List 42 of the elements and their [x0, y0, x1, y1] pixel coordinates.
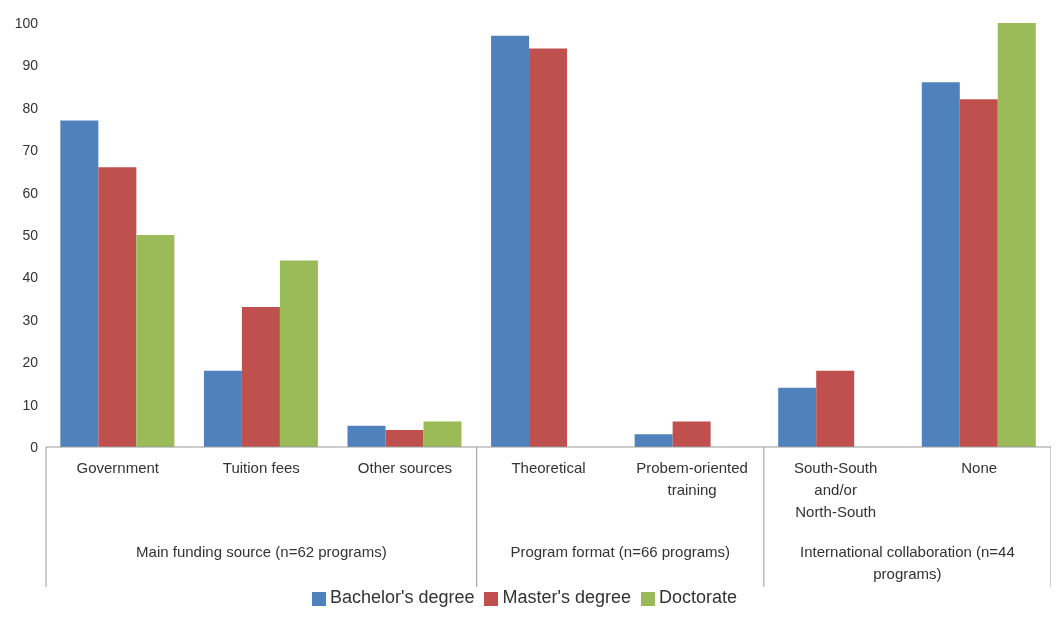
- bar: [997, 23, 1036, 447]
- y-tick-label: 100: [14, 14, 39, 31]
- y-tick-label: 60: [22, 184, 39, 201]
- y-tick-label: 90: [22, 57, 39, 74]
- x-tick-label: Tuition fees: [222, 459, 300, 476]
- bar: [203, 370, 242, 447]
- text: Main funding source (n=62 programs): [136, 543, 387, 560]
- y-tick-label: 50: [22, 226, 39, 243]
- y-tick-label: 0: [30, 438, 39, 455]
- text: International collaboration (n=44 programs): [800, 543, 1015, 582]
- y-tick-label: 30: [22, 311, 39, 328]
- x-tick-label: Other sources: [357, 459, 453, 476]
- bar: [423, 421, 462, 447]
- bar: [385, 430, 424, 447]
- bar: [279, 260, 318, 447]
- x-tick-label: South-South and/or North-South: [793, 459, 878, 520]
- bar: [529, 48, 568, 447]
- bar: [136, 235, 175, 447]
- bar: [491, 35, 530, 447]
- y-tick-label: 70: [22, 142, 39, 159]
- bar: [634, 434, 673, 447]
- x-tick-label: Probem-oriented training: [636, 459, 748, 498]
- legend-label: Doctorate: [658, 587, 738, 607]
- text: Program format (n=66 programs): [510, 543, 731, 560]
- bar: [98, 167, 137, 447]
- y-tick-label: 20: [22, 354, 39, 371]
- x-tick-label: None: [961, 459, 998, 476]
- bar: [816, 370, 855, 447]
- y-tick-label: 80: [22, 99, 39, 116]
- bar: [959, 99, 998, 447]
- x-tick-label: Government: [76, 459, 160, 476]
- bar: [60, 120, 99, 447]
- bar: [347, 425, 386, 447]
- y-tick-label: 10: [22, 396, 39, 413]
- bar: [778, 387, 817, 447]
- bar: [921, 82, 960, 447]
- legend-label: Bachelor's degree: [329, 587, 475, 607]
- x-tick-label: Theoretical: [511, 459, 586, 476]
- y-tick-label: 40: [22, 269, 39, 286]
- bar: [241, 307, 280, 447]
- bar: [672, 421, 711, 447]
- legend-label: Master's degree: [502, 587, 631, 607]
